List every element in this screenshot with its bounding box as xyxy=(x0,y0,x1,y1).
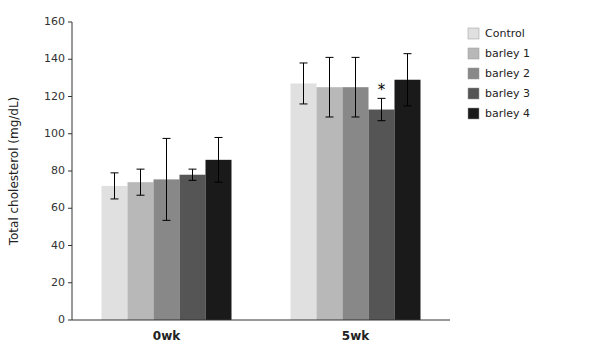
error-bar-cap xyxy=(352,116,360,117)
chart: 0 20 40 60 80 100 120 140 160 Total cholesterol (… xyxy=(0,0,590,360)
bar xyxy=(102,186,128,320)
legend-label: Control xyxy=(485,27,525,40)
y-tick xyxy=(68,320,72,321)
bar xyxy=(369,110,395,320)
legend-swatch xyxy=(468,68,479,79)
legend-label: barley 4 xyxy=(485,107,530,120)
error-bar xyxy=(189,169,197,180)
y-tick xyxy=(68,133,72,134)
error-bar-stem xyxy=(303,63,304,104)
error-bar-stem xyxy=(407,54,408,106)
bar xyxy=(317,87,343,320)
y-tick xyxy=(68,171,72,172)
legend-label: barley 1 xyxy=(485,47,530,60)
error-bar-cap xyxy=(163,220,171,221)
x-tick-label: 0wk xyxy=(153,329,181,343)
error-bar-cap xyxy=(326,57,334,58)
bars xyxy=(102,54,421,320)
y-tick-label: 120 xyxy=(44,90,65,103)
error-bar-cap xyxy=(378,120,386,121)
error-bar-cap xyxy=(215,182,223,183)
y-tick-label: 100 xyxy=(44,127,65,140)
y-tick xyxy=(68,208,72,209)
error-bar-stem xyxy=(329,57,330,117)
legend-label: barley 2 xyxy=(485,67,530,80)
y-tick xyxy=(68,96,72,97)
legend-swatch xyxy=(468,108,479,119)
x-tick-label: 5wk xyxy=(342,329,370,343)
y-tick xyxy=(68,22,72,23)
y-tick-label: 160 xyxy=(44,15,65,28)
error-bar-cap xyxy=(189,169,197,170)
error-bar-cap xyxy=(111,198,119,199)
legend-label: barley 3 xyxy=(485,87,530,100)
y-tick-label: 60 xyxy=(51,201,65,214)
error-bar-cap xyxy=(300,62,308,63)
error-bar xyxy=(111,173,119,199)
error-bar-stem xyxy=(355,57,356,117)
error-bar xyxy=(404,54,412,106)
bar xyxy=(180,175,206,320)
error-bar-cap xyxy=(326,116,334,117)
error-bar-stem xyxy=(192,169,193,180)
error-bar-stem xyxy=(381,98,382,120)
error-bar xyxy=(326,57,334,117)
error-bar-cap xyxy=(137,169,145,170)
legend-swatch xyxy=(468,28,479,39)
error-bar-cap xyxy=(352,57,360,58)
bar xyxy=(395,80,421,320)
annotation: * xyxy=(378,81,386,99)
y-tick-label: 0 xyxy=(58,313,65,326)
bar xyxy=(128,182,154,320)
y-axis-label: Total cholesterol (mg/dL) xyxy=(7,97,21,247)
bar xyxy=(206,160,232,320)
error-bar-cap xyxy=(163,138,171,139)
error-bar-stem xyxy=(114,173,115,199)
error-bar-cap xyxy=(404,53,412,54)
error-bar xyxy=(378,98,386,120)
y-axis: 0 20 40 60 80 100 120 140 160 Total cholesterol (… xyxy=(7,15,72,326)
legend-swatch xyxy=(468,48,479,59)
error-bar-cap xyxy=(215,137,223,138)
y-tick-label: 40 xyxy=(51,239,65,252)
y-tick-label: 140 xyxy=(44,52,65,65)
error-bar-cap xyxy=(404,105,412,106)
error-bar-stem xyxy=(140,169,141,195)
error-bar xyxy=(300,63,308,104)
x-axis-line xyxy=(72,320,450,321)
error-bar-cap xyxy=(111,172,119,173)
error-bar xyxy=(215,137,223,182)
y-tick xyxy=(68,59,72,60)
error-bar-stem xyxy=(166,138,167,220)
legend-swatch xyxy=(468,88,479,99)
bar xyxy=(291,83,317,320)
error-bar-stem xyxy=(218,137,219,182)
y-tick-label: 80 xyxy=(51,164,65,177)
error-bar-cap xyxy=(137,195,145,196)
error-bar xyxy=(352,57,360,117)
bar xyxy=(343,87,369,320)
x-axis: 0wk 5wk xyxy=(72,320,450,343)
y-tick-label: 20 xyxy=(51,276,65,289)
error-bar xyxy=(137,169,145,195)
error-bar-cap xyxy=(300,103,308,104)
y-tick xyxy=(68,282,72,283)
error-bar-cap xyxy=(189,180,197,181)
legend: Control barley 1 barley 2 barley 3 barley 4 xyxy=(468,27,530,120)
y-tick xyxy=(68,245,72,246)
error-bar xyxy=(163,138,171,220)
